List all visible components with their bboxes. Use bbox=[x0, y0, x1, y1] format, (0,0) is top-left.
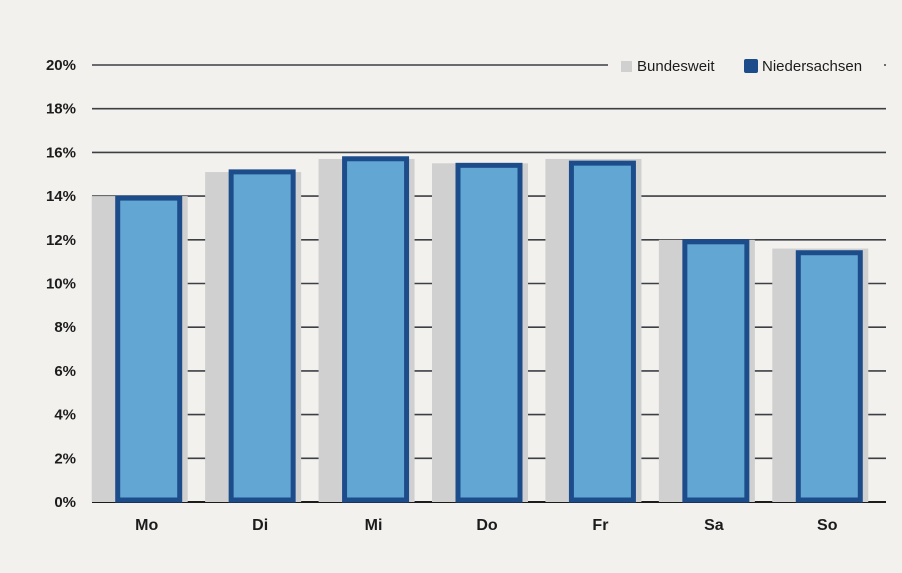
x-tick-label: Di bbox=[252, 517, 268, 534]
x-tick-label: Mo bbox=[135, 517, 158, 534]
bar-niedersachsen bbox=[228, 169, 296, 503]
bar-niedersachsen bbox=[115, 195, 183, 503]
x-tick-label: So bbox=[817, 517, 838, 534]
bar-niedersachsen bbox=[455, 162, 523, 503]
y-tick-label: 2% bbox=[54, 450, 76, 467]
legend-swatch-niedersachsen bbox=[744, 59, 758, 73]
bar-niedersachsen bbox=[682, 239, 750, 503]
bar-niedersachsen bbox=[342, 156, 410, 503]
x-tick-label: Mi bbox=[365, 517, 383, 534]
y-tick-label: 4% bbox=[54, 407, 76, 424]
y-tick-label: 6% bbox=[54, 363, 76, 380]
legend-label-niedersachsen: Niedersachsen bbox=[762, 58, 862, 75]
legend-label-bundesweit: Bundesweit bbox=[637, 58, 715, 75]
bar-niedersachsen bbox=[568, 160, 636, 503]
y-tick-label: 18% bbox=[46, 101, 76, 118]
legend-swatch-bundesweit bbox=[621, 61, 632, 72]
y-tick-label: 10% bbox=[46, 276, 76, 293]
y-tick-label: 8% bbox=[54, 319, 76, 336]
bars bbox=[91, 156, 869, 503]
x-tick-label: Fr bbox=[592, 517, 608, 534]
y-axis-ticks: 0% 2% 4% 6% 8% 10% 12% 14% 16% 18% 20% bbox=[46, 57, 76, 511]
x-tick-label: Do bbox=[476, 517, 498, 534]
y-tick-label: 20% bbox=[46, 57, 76, 74]
bar-niedersachsen bbox=[795, 250, 863, 503]
y-tick-label: 0% bbox=[54, 494, 76, 511]
legend: Bundesweit Niedersachsen bbox=[608, 50, 884, 82]
y-tick-label: 16% bbox=[46, 144, 76, 161]
x-tick-label: Sa bbox=[704, 517, 724, 534]
y-tick-label: 14% bbox=[46, 188, 76, 205]
y-tick-label: 12% bbox=[46, 232, 76, 249]
x-axis-ticks: Mo Di Mi Do Fr Sa So bbox=[135, 517, 838, 534]
